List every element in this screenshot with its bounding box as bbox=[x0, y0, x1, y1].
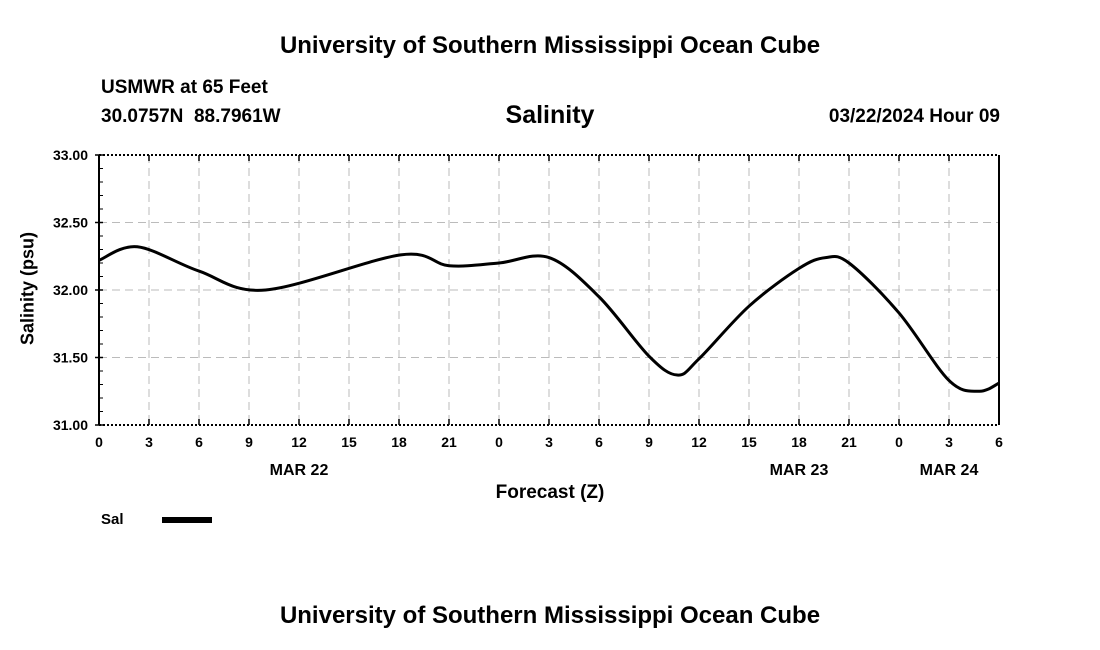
x-tick-label: 18 bbox=[791, 434, 807, 450]
y-tick-label: 33.00 bbox=[53, 147, 88, 163]
x-axis-label: Forecast (Z) bbox=[495, 482, 605, 503]
x-tick-label: 18 bbox=[391, 434, 407, 450]
date-label: MAR 22 bbox=[270, 462, 329, 479]
x-tick-label: 9 bbox=[245, 434, 253, 450]
x-tick-label: 3 bbox=[145, 434, 153, 450]
station-label: USMWR at 65 Feet bbox=[101, 77, 268, 98]
x-tick-label: 6 bbox=[995, 434, 1003, 450]
coordinates-label: 30.0757N 88.7961W bbox=[101, 106, 281, 127]
x-tick-label: 6 bbox=[195, 434, 203, 450]
x-tick-label: 12 bbox=[691, 434, 707, 450]
x-tick-label: 6 bbox=[595, 434, 603, 450]
x-tick-label: 3 bbox=[945, 434, 953, 450]
forecast-date: 03/22/2024 Hour 09 bbox=[828, 106, 1000, 127]
y-tick-label: 31.00 bbox=[53, 417, 88, 433]
date-label: MAR 23 bbox=[770, 462, 829, 479]
x-tick-label: 15 bbox=[741, 434, 757, 450]
y-tick-label: 31.50 bbox=[53, 350, 88, 366]
x-tick-label: 0 bbox=[95, 434, 103, 450]
footer-title: University of Southern Mississippi Ocean… bbox=[279, 602, 821, 629]
x-tick-label: 9 bbox=[645, 434, 653, 450]
x-tick-label: 12 bbox=[291, 434, 307, 450]
y-tick-label: 32.00 bbox=[53, 282, 88, 298]
page-title: University of Southern Mississippi Ocean… bbox=[279, 32, 821, 59]
x-tick-label: 21 bbox=[841, 434, 857, 450]
x-tick-label: 21 bbox=[441, 434, 457, 450]
legend-label: Sal bbox=[101, 511, 124, 528]
y-tick-label: 32.50 bbox=[53, 215, 88, 231]
x-tick-label: 15 bbox=[341, 434, 357, 450]
salinity-line bbox=[98, 245, 1000, 393]
x-tick-label: 3 bbox=[545, 434, 553, 450]
chart-title: Salinity bbox=[505, 101, 595, 129]
x-tick-label: 0 bbox=[495, 434, 503, 450]
date-label: MAR 24 bbox=[920, 462, 979, 479]
x-tick-label: 0 bbox=[895, 434, 903, 450]
legend-swatch bbox=[162, 517, 212, 523]
